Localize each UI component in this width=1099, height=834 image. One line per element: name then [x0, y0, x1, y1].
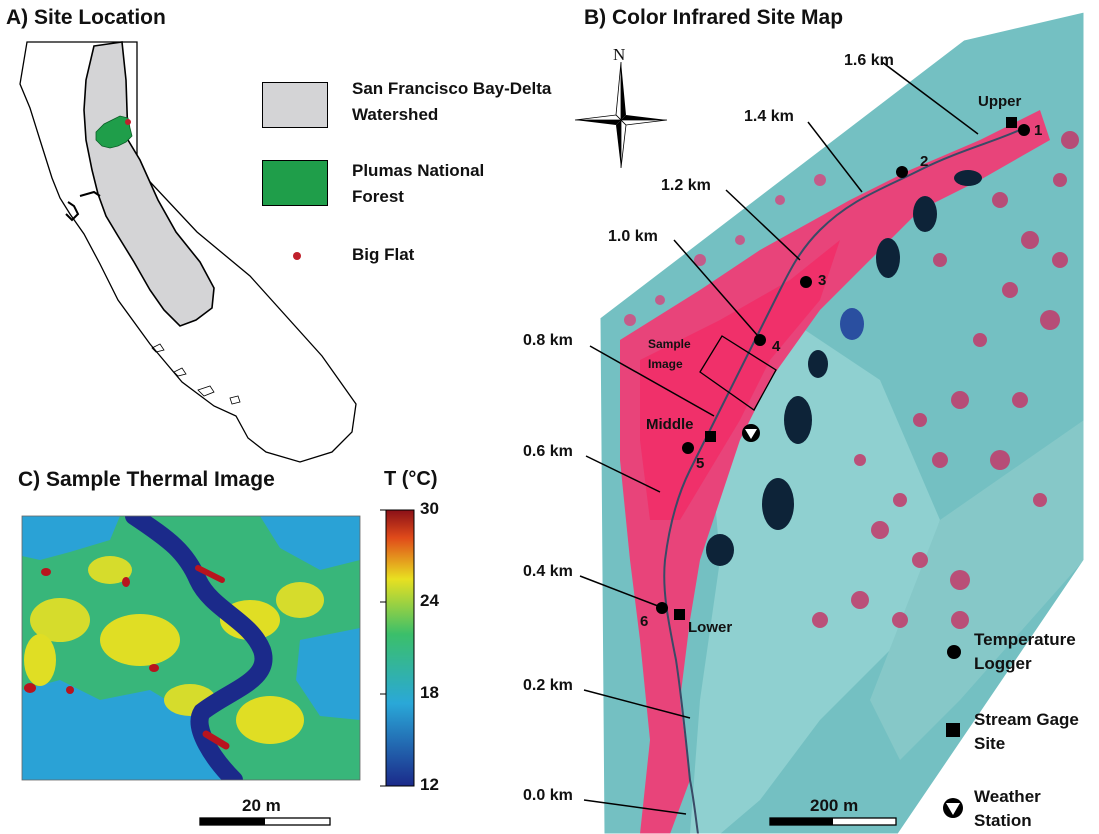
sample-image-label: Sample Image [648, 337, 691, 371]
distance-label-0-2: 0.2 km [523, 677, 573, 694]
legend-weather-label: Weather Station [974, 787, 1041, 830]
legend-forest-label: Plumas National Forest [352, 161, 485, 206]
legend-logger-symbol [947, 645, 961, 659]
colorbar [385, 509, 415, 787]
north-arrow [574, 61, 668, 169]
panel-a-title: A) Site Location [6, 6, 166, 29]
panel-c-title: C) Sample Thermal Image [18, 468, 275, 491]
distance-label-1-0: 1.0 km [608, 228, 658, 245]
logger-label-3: 3 [818, 272, 827, 289]
colorbar-tick-24: 24 [420, 591, 439, 610]
north-label: N [613, 45, 626, 64]
logger-markers [656, 124, 1030, 614]
scale-label-b: 200 m [810, 796, 859, 815]
colorbar-tick-30: 30 [420, 499, 439, 518]
legend-gage-symbol [946, 723, 960, 737]
scale-label-c: 20 m [242, 796, 281, 815]
gage-label-lower: Lower [688, 619, 733, 636]
legend-watershed-swatch [262, 82, 328, 128]
distance-label-1-6: 1.6 km [844, 52, 894, 69]
big-flat-dot [125, 119, 131, 125]
colorbar-tick-12: 12 [420, 775, 439, 794]
panel-b-title: B) Color Infrared Site Map [584, 6, 844, 29]
legend-forest-swatch [262, 160, 328, 206]
distance-label-0-8: 0.8 km [523, 332, 573, 349]
gage-markers [674, 117, 1017, 620]
legend-bigflat-dot [293, 252, 301, 260]
gage-label-middle: Middle [646, 416, 694, 433]
distance-label-0-4: 0.4 km [523, 563, 573, 580]
legend-watershed-label: San Francisco Bay-Delta Watershed [352, 79, 552, 124]
distance-label-1-2: 1.2 km [661, 177, 711, 194]
plumas-forest [95, 115, 133, 149]
legend-bigflat-label: Big Flat [352, 245, 415, 264]
colorbar-tick-18: 18 [420, 683, 439, 702]
watershed-area [83, 41, 215, 327]
logger-label-6: 6 [640, 613, 649, 630]
distance-label-0-6: 0.6 km [523, 443, 573, 460]
distance-label-1-4: 1.4 km [744, 108, 794, 125]
logger-label-4: 4 [772, 338, 781, 355]
logger-label-2: 2 [920, 153, 929, 170]
legend-gage-label: Stream Gage Site [974, 710, 1079, 753]
legend-logger-label: Temperature Logger [974, 630, 1076, 673]
logger-label-1: 1 [1034, 122, 1043, 139]
gage-label-upper: Upper [978, 93, 1022, 110]
logger-label-5: 5 [696, 455, 705, 472]
colorbar-title: T (°C) [384, 468, 438, 490]
sample-image-box [699, 335, 777, 411]
distance-label-0-0: 0.0 km [523, 787, 573, 804]
